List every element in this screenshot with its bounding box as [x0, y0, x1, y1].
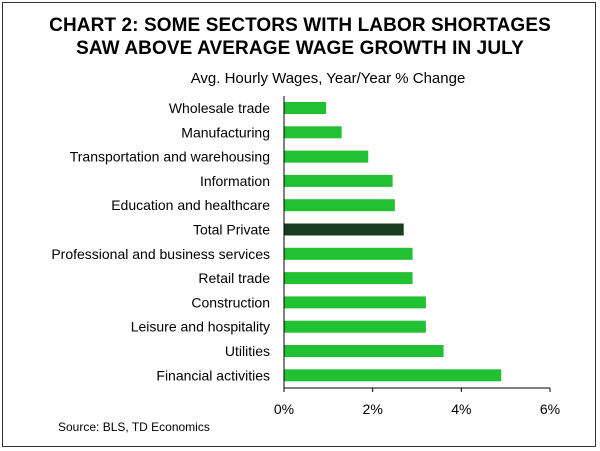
bar	[284, 247, 413, 260]
bar	[284, 199, 395, 212]
category-label: Transportation and warehousing	[70, 149, 270, 165]
bar	[284, 272, 413, 285]
category-label: Utilities	[225, 343, 270, 359]
x-tick-label: 4%	[451, 401, 471, 417]
chart-title-line-2: SAW ABOVE AVERAGE WAGE GROWTH IN JULY	[76, 38, 524, 59]
category-label: Professional and business services	[51, 246, 270, 262]
chart-title: CHART 2: SOME SECTORS WITH LABOR SHORTAG…	[0, 14, 600, 60]
category-label: Construction	[191, 294, 270, 310]
bar	[284, 174, 393, 187]
bar	[284, 223, 404, 236]
category-label: Manufacturing	[181, 124, 270, 140]
bar	[284, 369, 502, 382]
bar	[284, 320, 426, 333]
category-label: Retail trade	[198, 270, 270, 286]
x-tick-label: 0%	[274, 401, 294, 417]
chart-title-line-1: CHART 2: SOME SECTORS WITH LABOR SHORTAG…	[49, 15, 551, 36]
chart-subtitle: Avg. Hourly Wages, Year/Year % Change	[190, 70, 466, 87]
category-label: Financial activities	[156, 367, 270, 383]
category-label: Leisure and hospitality	[131, 319, 270, 335]
category-label: Information	[200, 173, 270, 189]
x-tick-label: 2%	[363, 401, 383, 417]
bar	[284, 150, 369, 163]
category-label: Total Private	[193, 222, 270, 238]
bar	[284, 296, 426, 309]
source-note: Source: BLS, TD Economics	[58, 420, 210, 434]
bar	[284, 345, 444, 357]
bar	[284, 126, 342, 139]
category-label: Wholesale trade	[169, 100, 270, 116]
x-tick-label: 6%	[540, 401, 560, 417]
category-label: Education and healthcare	[111, 197, 270, 213]
bar	[284, 102, 327, 114]
